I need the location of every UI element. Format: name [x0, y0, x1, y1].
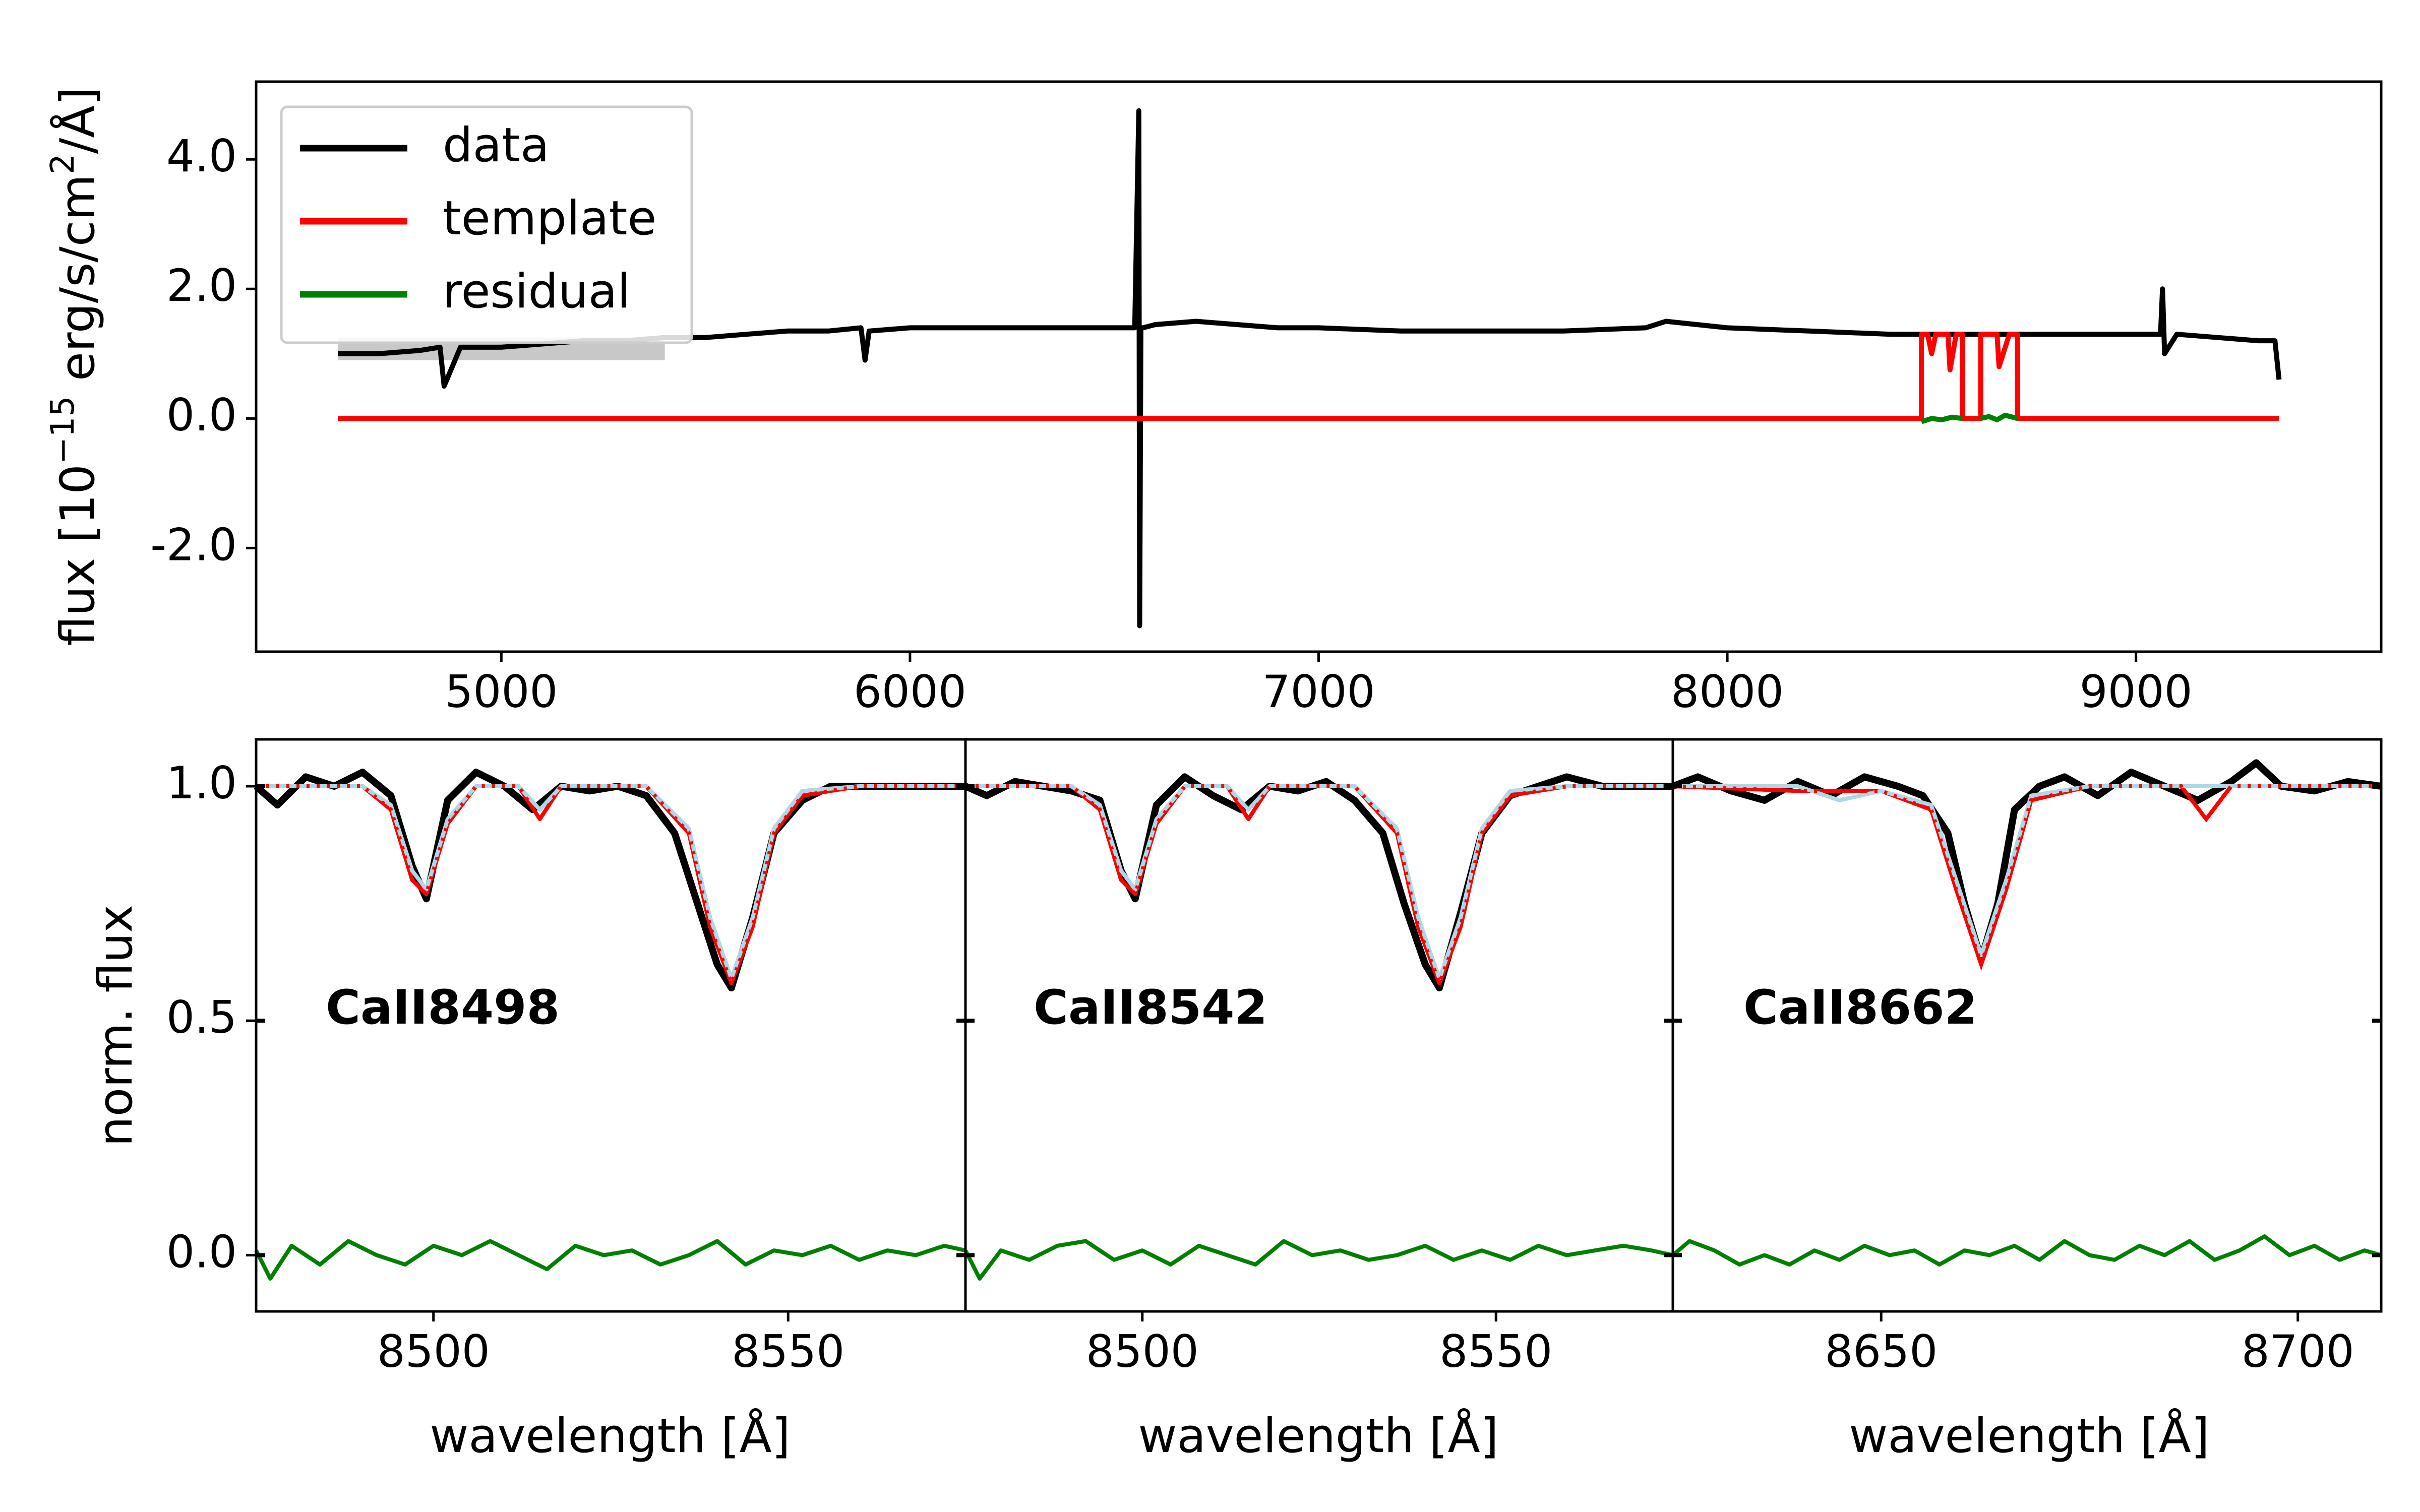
x-tick-label: 8500	[377, 1326, 490, 1377]
panel-caii8498: 8500 8550 0.0 0.5 1.0 CaII8498 wavelength […	[166, 757, 966, 1464]
y-tick-label: 0.0	[166, 1226, 237, 1278]
panel-caii8498-label: CaII8498	[326, 980, 560, 1035]
legend: data template residual	[280, 105, 693, 344]
residual-series-line-1	[1920, 414, 1963, 424]
caii8542-template-dotted-line	[965, 784, 1673, 989]
caii8498-fit-line	[256, 784, 965, 981]
panel-caii8542-label: CaII8542	[1034, 980, 1267, 1035]
x-tick-label: 8700	[2242, 1326, 2354, 1377]
norm-flux-ylabel: norm. flux	[88, 905, 143, 1147]
x-tick-label: 8650	[1825, 1326, 1938, 1377]
caii8542-residual-line	[963, 1239, 1673, 1281]
y-tick-label: 0.5	[166, 991, 237, 1043]
full-spectrum-ylabel: flux [10−15 erg/s/cm2/Å]	[44, 87, 105, 646]
legend-label-residual: residual	[443, 264, 630, 319]
x-tick-label: 9000	[2080, 666, 2193, 718]
panel-caii8542: 8500 8550 CaII8542 wavelength [Å]	[963, 773, 1673, 1464]
x-tick-label: 7000	[1262, 666, 1375, 718]
panel-caii8662-label: CaII8662	[1743, 980, 1977, 1035]
caii8662-data-line	[1671, 759, 2382, 964]
panel-caii8662-series	[1671, 759, 2382, 1267]
panel-caii8542-series	[963, 773, 1673, 1281]
legend-label-template: template	[443, 191, 656, 246]
template-series-line	[338, 332, 2279, 421]
panel-caii8498-x-ticks: 8500 8550	[256, 784, 965, 1377]
panel-caii8498-series	[254, 769, 966, 1281]
legend-label-data: data	[443, 118, 550, 173]
y-tick-label: -2.0	[150, 519, 237, 571]
line-zoom-panels: 8500 8550 0.0 0.5 1.0 CaII8498 wavelength […	[88, 738, 2383, 1464]
panel-caii8498-xlabel: wavelength [Å]	[430, 1408, 790, 1464]
caii8662-fit-line	[1673, 784, 2381, 957]
residual-series-line-2	[1980, 412, 2018, 423]
y-tick-label: 2.0	[166, 260, 237, 311]
panel-caii8662: 8650 8700 CaII8662 wavelength [Å]	[1671, 759, 2382, 1464]
full-spectrum-x-ticks: 5000 6000 7000 8000 9000	[445, 652, 2193, 718]
x-tick-label: 8500	[1086, 1326, 1199, 1377]
panel-caii8662-xlabel: wavelength [Å]	[1849, 1408, 2209, 1464]
caii8498-template-dotted-line	[256, 784, 965, 989]
panel-caii8542-xlabel: wavelength [Å]	[1138, 1408, 1498, 1464]
caii8498-residual-line	[254, 1239, 966, 1281]
x-tick-label: 8550	[1439, 1326, 1552, 1377]
x-tick-label: 8000	[1671, 666, 1784, 718]
y-tick-label: 4.0	[166, 130, 237, 182]
x-tick-label: 6000	[854, 666, 966, 718]
panel-caii8662-x-ticks: 8650 8700	[1673, 784, 2381, 1377]
full-spectrum-panel: 5000 6000 7000 8000 9000 -2.0 0.0 2.0 4.0 flux …	[44, 80, 2383, 718]
y-tick-label: 0.0	[166, 389, 237, 441]
line-zoom-axes-frame	[255, 738, 2383, 1313]
full-spectrum-y-ticks: -2.0 0.0 2.0 4.0	[150, 130, 256, 571]
x-tick-label: 5000	[445, 666, 558, 718]
panel-caii8498-y-ticks: 0.0 0.5 1.0	[166, 757, 256, 1278]
legend-frame	[280, 105, 693, 344]
caii8662-template-dotted-line	[1672, 784, 2381, 971]
x-tick-label: 8550	[732, 1326, 844, 1377]
caii8662-residual-line	[1671, 1234, 2382, 1267]
caii8542-fit-line	[965, 784, 1673, 981]
panel-caii8542-x-ticks: 8500 8550	[965, 784, 1673, 1377]
y-tick-label: 1.0	[166, 757, 237, 809]
